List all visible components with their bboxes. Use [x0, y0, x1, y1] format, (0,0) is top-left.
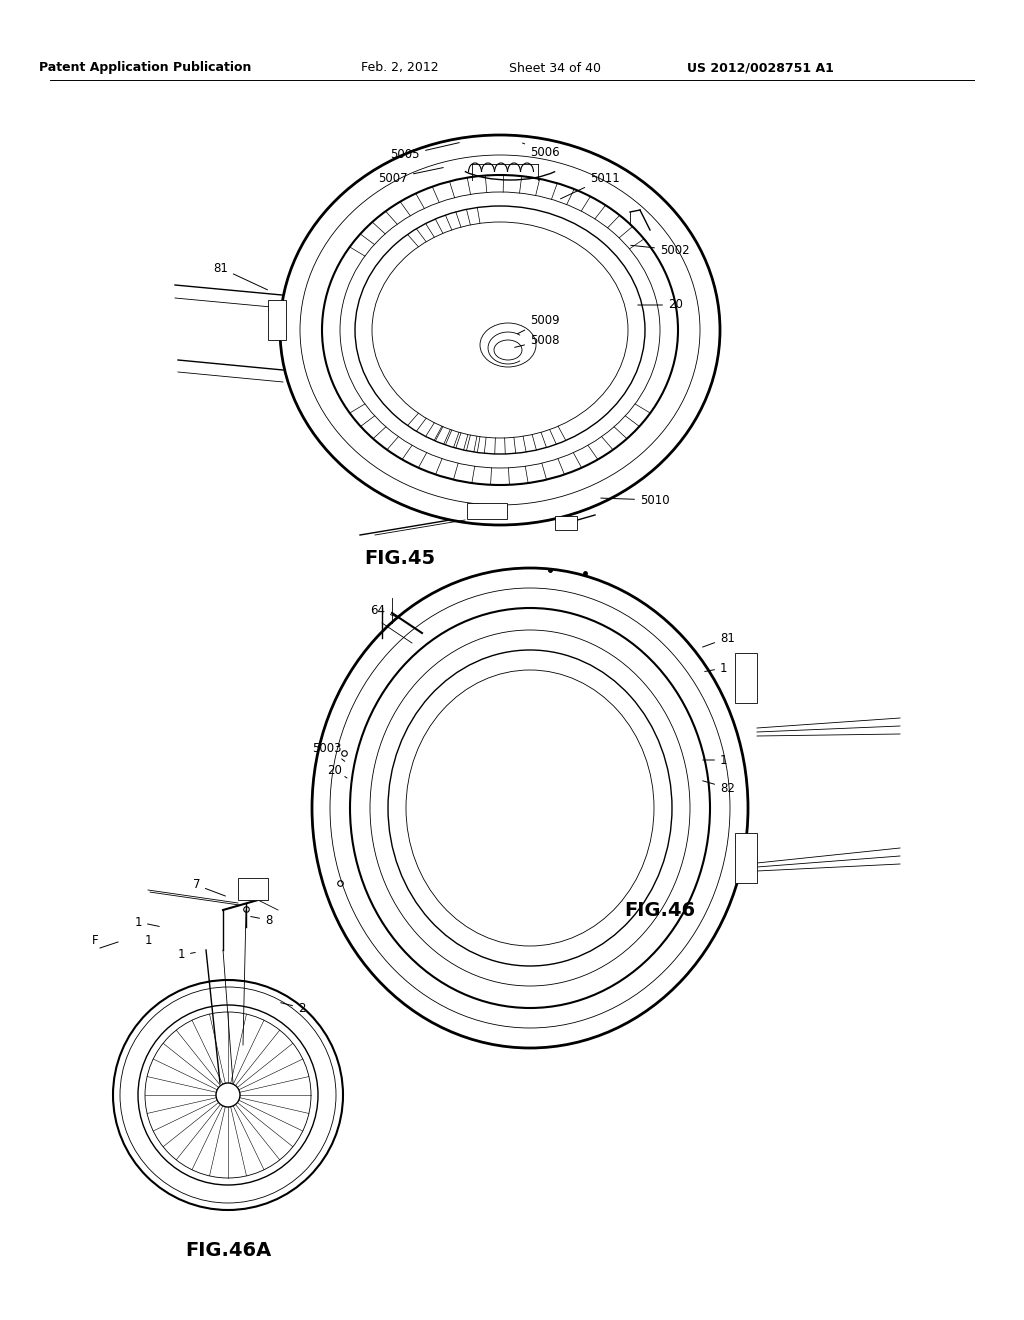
Text: 1: 1	[144, 933, 152, 946]
Text: 5011: 5011	[560, 172, 620, 199]
Text: 8: 8	[251, 913, 272, 927]
Text: 5007: 5007	[379, 168, 443, 185]
Text: 5006: 5006	[522, 143, 560, 158]
Text: 5003: 5003	[312, 742, 345, 762]
Text: US 2012/0028751 A1: US 2012/0028751 A1	[686, 62, 834, 74]
Text: Feb. 2, 2012: Feb. 2, 2012	[361, 62, 439, 74]
Bar	[555, 516, 577, 531]
Text: 82: 82	[702, 780, 735, 795]
Ellipse shape	[216, 1082, 240, 1107]
Text: 1: 1	[702, 754, 727, 767]
Bar	[735, 833, 757, 883]
Text: 7: 7	[193, 879, 225, 896]
Text: 1: 1	[705, 661, 727, 675]
Text: 5008: 5008	[515, 334, 559, 347]
Bar	[467, 503, 507, 519]
Text: FIG.46A: FIG.46A	[185, 1241, 271, 1259]
Text: 5009: 5009	[517, 314, 560, 334]
Bar	[735, 653, 757, 704]
Text: FIG.45: FIG.45	[365, 549, 435, 568]
Text: 1: 1	[177, 949, 196, 961]
Text: FIG.46: FIG.46	[625, 900, 695, 920]
Text: 20: 20	[327, 763, 347, 777]
Text: 64: 64	[370, 603, 397, 616]
Text: Patent Application Publication: Patent Application Publication	[39, 62, 251, 74]
Bar	[238, 878, 268, 900]
Text: 2: 2	[281, 1002, 305, 1015]
Text: 5002: 5002	[631, 243, 689, 256]
Text: 20: 20	[638, 298, 683, 312]
Text: 5005: 5005	[390, 143, 460, 161]
Text: 5010: 5010	[601, 494, 670, 507]
Text: 1: 1	[134, 916, 160, 928]
Text: F: F	[92, 933, 98, 946]
Text: 81: 81	[702, 631, 735, 647]
Bar	[268, 300, 286, 341]
Text: Sheet 34 of 40: Sheet 34 of 40	[509, 62, 601, 74]
Text: 81: 81	[213, 261, 267, 290]
